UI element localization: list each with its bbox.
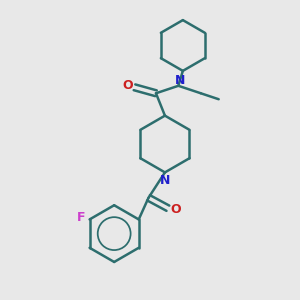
Text: N: N (160, 174, 170, 187)
Text: O: O (170, 203, 181, 216)
Text: N: N (175, 74, 185, 87)
Text: F: F (77, 212, 86, 224)
Text: O: O (123, 79, 133, 92)
